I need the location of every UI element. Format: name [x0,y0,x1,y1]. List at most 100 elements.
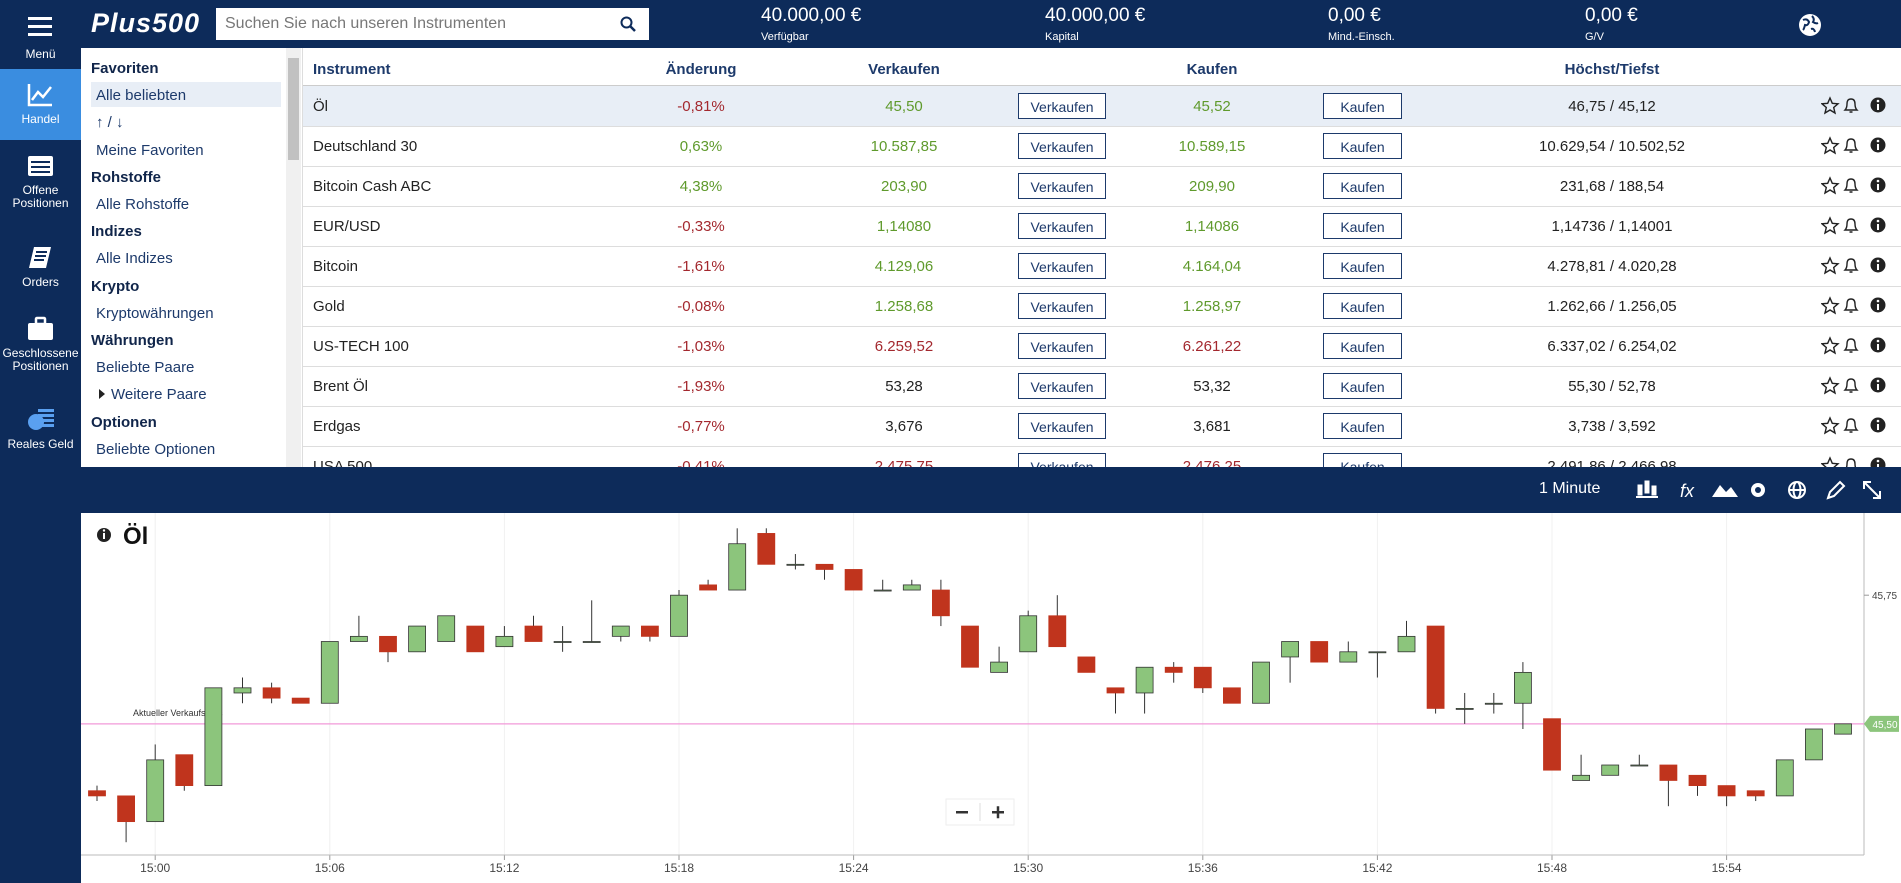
sell-button[interactable]: Verkaufen [1018,333,1106,359]
table-row[interactable]: Gold -0,08% 1.258,68 1.258,97 1.262,66 / 1.2… [303,286,1901,327]
buy-price: 3,681 [1193,418,1231,435]
nav-item[interactable]: Geschlossene Positionen [0,303,81,394]
category-item[interactable]: Alle beliebten [96,87,187,105]
candle-body [582,641,601,643]
table-row[interactable]: Erdgas -0,77% 3,676 3,681 3,738 / 3,592 Verka… [303,406,1901,447]
table-row[interactable]: Deutschland 30 0,63% 10.587,85 10.589,15 10.… [303,126,1901,167]
candle-body [844,569,863,591]
buy-price: 10.589,15 [1178,138,1246,155]
sell-price: 1,14080 [876,218,932,235]
nav-item[interactable]: Handel [0,69,81,140]
row-icons[interactable] [1821,136,1891,156]
candle-body [1717,785,1736,797]
candle-body [349,635,368,642]
stat-value: 40.000,00 € [761,5,862,26]
sell-button[interactable]: Verkaufen [1018,93,1106,119]
buy-button[interactable]: Kaufen [1323,413,1402,439]
category-item[interactable]: Alle Rohstoffe [96,196,190,213]
zoom-controls[interactable] [945,798,1015,826]
category-item[interactable]: ↑ / ↓ [96,114,124,132]
candle-body [1601,764,1620,776]
buy-button[interactable]: Kaufen [1323,293,1402,319]
category-item[interactable]: Weitere Paare [111,386,207,404]
category-heading: Währungen [91,332,174,349]
buy-button[interactable]: Kaufen [1323,213,1402,239]
buy-button[interactable]: Kaufen [1323,333,1402,359]
buy-button[interactable]: Kaufen [1323,133,1402,159]
sell-button[interactable]: Verkaufen [1018,173,1106,199]
category-item[interactable]: Beliebte Paare [96,359,195,377]
candle-body [1106,687,1125,694]
sell-button[interactable]: Verkaufen [1018,213,1106,239]
interval-select[interactable]: 1 Minute [1539,480,1601,497]
category-item[interactable]: Kryptowährungen [96,304,214,322]
stat-value: 0,00 € [1585,5,1638,26]
candle-body [553,641,572,643]
buy-button[interactable]: Kaufen [1323,253,1402,279]
sell-button[interactable]: Verkaufen [1018,373,1106,399]
nav-item[interactable]: Offene Positionen [0,140,81,232]
row-icons[interactable] [1821,256,1891,276]
row-icons[interactable] [1821,376,1891,396]
row-icons[interactable] [1821,296,1891,316]
sell-price: 53,28 [885,378,923,395]
buy-button[interactable]: Kaufen [1323,173,1402,199]
row-icons[interactable] [1821,176,1891,196]
candle-body [1572,774,1590,781]
category-item[interactable]: Alle Indizes [96,250,173,268]
nav-item[interactable]: Orders [0,232,81,303]
buy-price: 4.164,04 [1182,258,1242,275]
nav-icon [28,17,52,36]
table-row[interactable]: Öl -0,81% 45,50 45,52 46,75 / 45,12 Verkaufen… [303,86,1901,127]
sell-button[interactable]: Verkaufen [1018,453,1106,467]
category-item[interactable]: Beliebte Optionen [96,440,216,458]
table-row[interactable]: Brent Öl -1,93% 53,28 53,32 55,30 / 52,78 Ver… [303,366,1901,407]
table-row[interactable]: EUR/USD -0,33% 1,14080 1,14086 1,14736 / 1,1… [303,206,1901,247]
buy-button[interactable]: Kaufen [1323,373,1402,399]
table-row[interactable]: USA 500 -0,41% 2.475,75 2.476,25 2.491,86 / … [303,446,1901,467]
row-icons[interactable] [1821,336,1891,356]
sell-button[interactable]: Verkaufen [1018,293,1106,319]
candle-body [88,790,106,797]
current-price-label: 45,50 [1872,720,1897,731]
category-item[interactable]: Meine Favoriten [96,141,204,159]
column-header: Kaufen [1186,61,1238,78]
buy-button[interactable]: Kaufen [1323,453,1402,467]
change-value: -1,03% [677,338,725,355]
toolbar-icons[interactable]: fx [1634,477,1894,503]
category-heading: Optionen [91,413,157,431]
search-box[interactable]: Suchen Sie nach unseren Instrumenten [216,8,649,40]
candle-body [699,584,717,591]
globe-icon[interactable] [1797,12,1823,38]
nav-icon [29,247,51,268]
sell-price: 6.259,52 [874,338,934,355]
stat-value: 40.000,00 € [1045,5,1146,26]
candle-body [815,563,834,570]
sell-button[interactable]: Verkaufen [1018,413,1106,439]
sell-button[interactable]: Verkaufen [1018,253,1106,279]
change-value: -0,81% [677,98,725,115]
table-row[interactable]: US-TECH 100 -1,03% 6.259,52 6.261,22 6.337,0… [303,326,1901,367]
table-row[interactable]: Bitcoin Cash ABC 4,38% 203,90 209,90 231,68 … [303,166,1901,207]
candle-body [204,687,223,786]
nav-icon [28,156,53,176]
nav-item[interactable]: Reales Geld [0,394,81,464]
nav-item[interactable]: Menü [0,8,81,69]
row-icons[interactable] [1821,416,1891,436]
sell-button[interactable]: Verkaufen [1018,133,1106,159]
buy-price: 209,90 [1189,178,1235,195]
candle-body [524,625,543,642]
table-row[interactable]: Bitcoin -1,61% 4.129,06 4.164,04 4.278,81 / … [303,246,1901,287]
logo[interactable]: Plus500 [91,8,201,38]
candle-body [291,697,310,704]
sidebar: Menü Handel Offene Positionen Orders Geschlo… [0,0,81,883]
row-icons[interactable] [1821,96,1891,116]
search-placeholder: Suchen Sie nach unseren Instrumenten [225,15,507,32]
row-icons[interactable] [1821,216,1891,236]
candle-body [437,615,456,642]
buy-button[interactable]: Kaufen [1323,93,1402,119]
category-panel: Favoriten Alle beliebten ↑ / ↓ Meine Favori… [81,48,301,467]
candle-body [786,563,805,566]
row-icons[interactable] [1821,456,1891,467]
change-value: -0,33% [677,218,725,235]
